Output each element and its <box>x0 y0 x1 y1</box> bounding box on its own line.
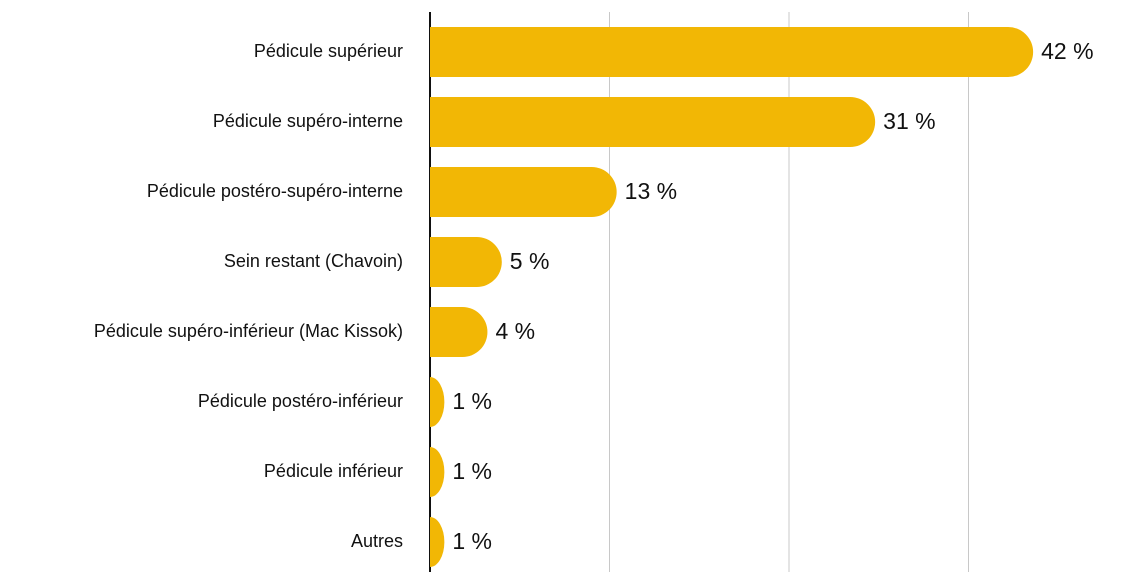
data-label: 42 % <box>1041 38 1093 64</box>
data-label: 31 % <box>883 108 935 134</box>
bar <box>430 27 1034 77</box>
y-tick-label: Sein restant (Chavoin) <box>224 251 403 271</box>
data-label: 5 % <box>510 248 550 274</box>
y-tick-label: Pédicule inférieur <box>264 461 403 481</box>
y-tick-label: Pédicule postéro-supéro-interne <box>147 181 403 201</box>
data-label: 1 % <box>452 388 492 414</box>
bar <box>430 97 876 147</box>
bar <box>430 447 445 497</box>
y-tick-label: Pédicule supéro-interne <box>213 111 403 131</box>
data-label: 1 % <box>452 458 492 484</box>
y-tick-label: Pédicule supéro-inférieur (Mac Kissok) <box>94 321 403 341</box>
y-tick-label: Pédicule supérieur <box>254 41 403 61</box>
data-label: 1 % <box>452 528 492 554</box>
bar <box>430 237 502 287</box>
data-label: 4 % <box>495 318 535 344</box>
bar <box>430 307 488 357</box>
bar <box>430 517 445 567</box>
y-tick-label: Pédicule postéro-inférieur <box>198 391 403 411</box>
y-tick-label: Autres <box>351 531 403 551</box>
bar <box>430 167 617 217</box>
bar <box>430 377 445 427</box>
data-label: 13 % <box>625 178 677 204</box>
